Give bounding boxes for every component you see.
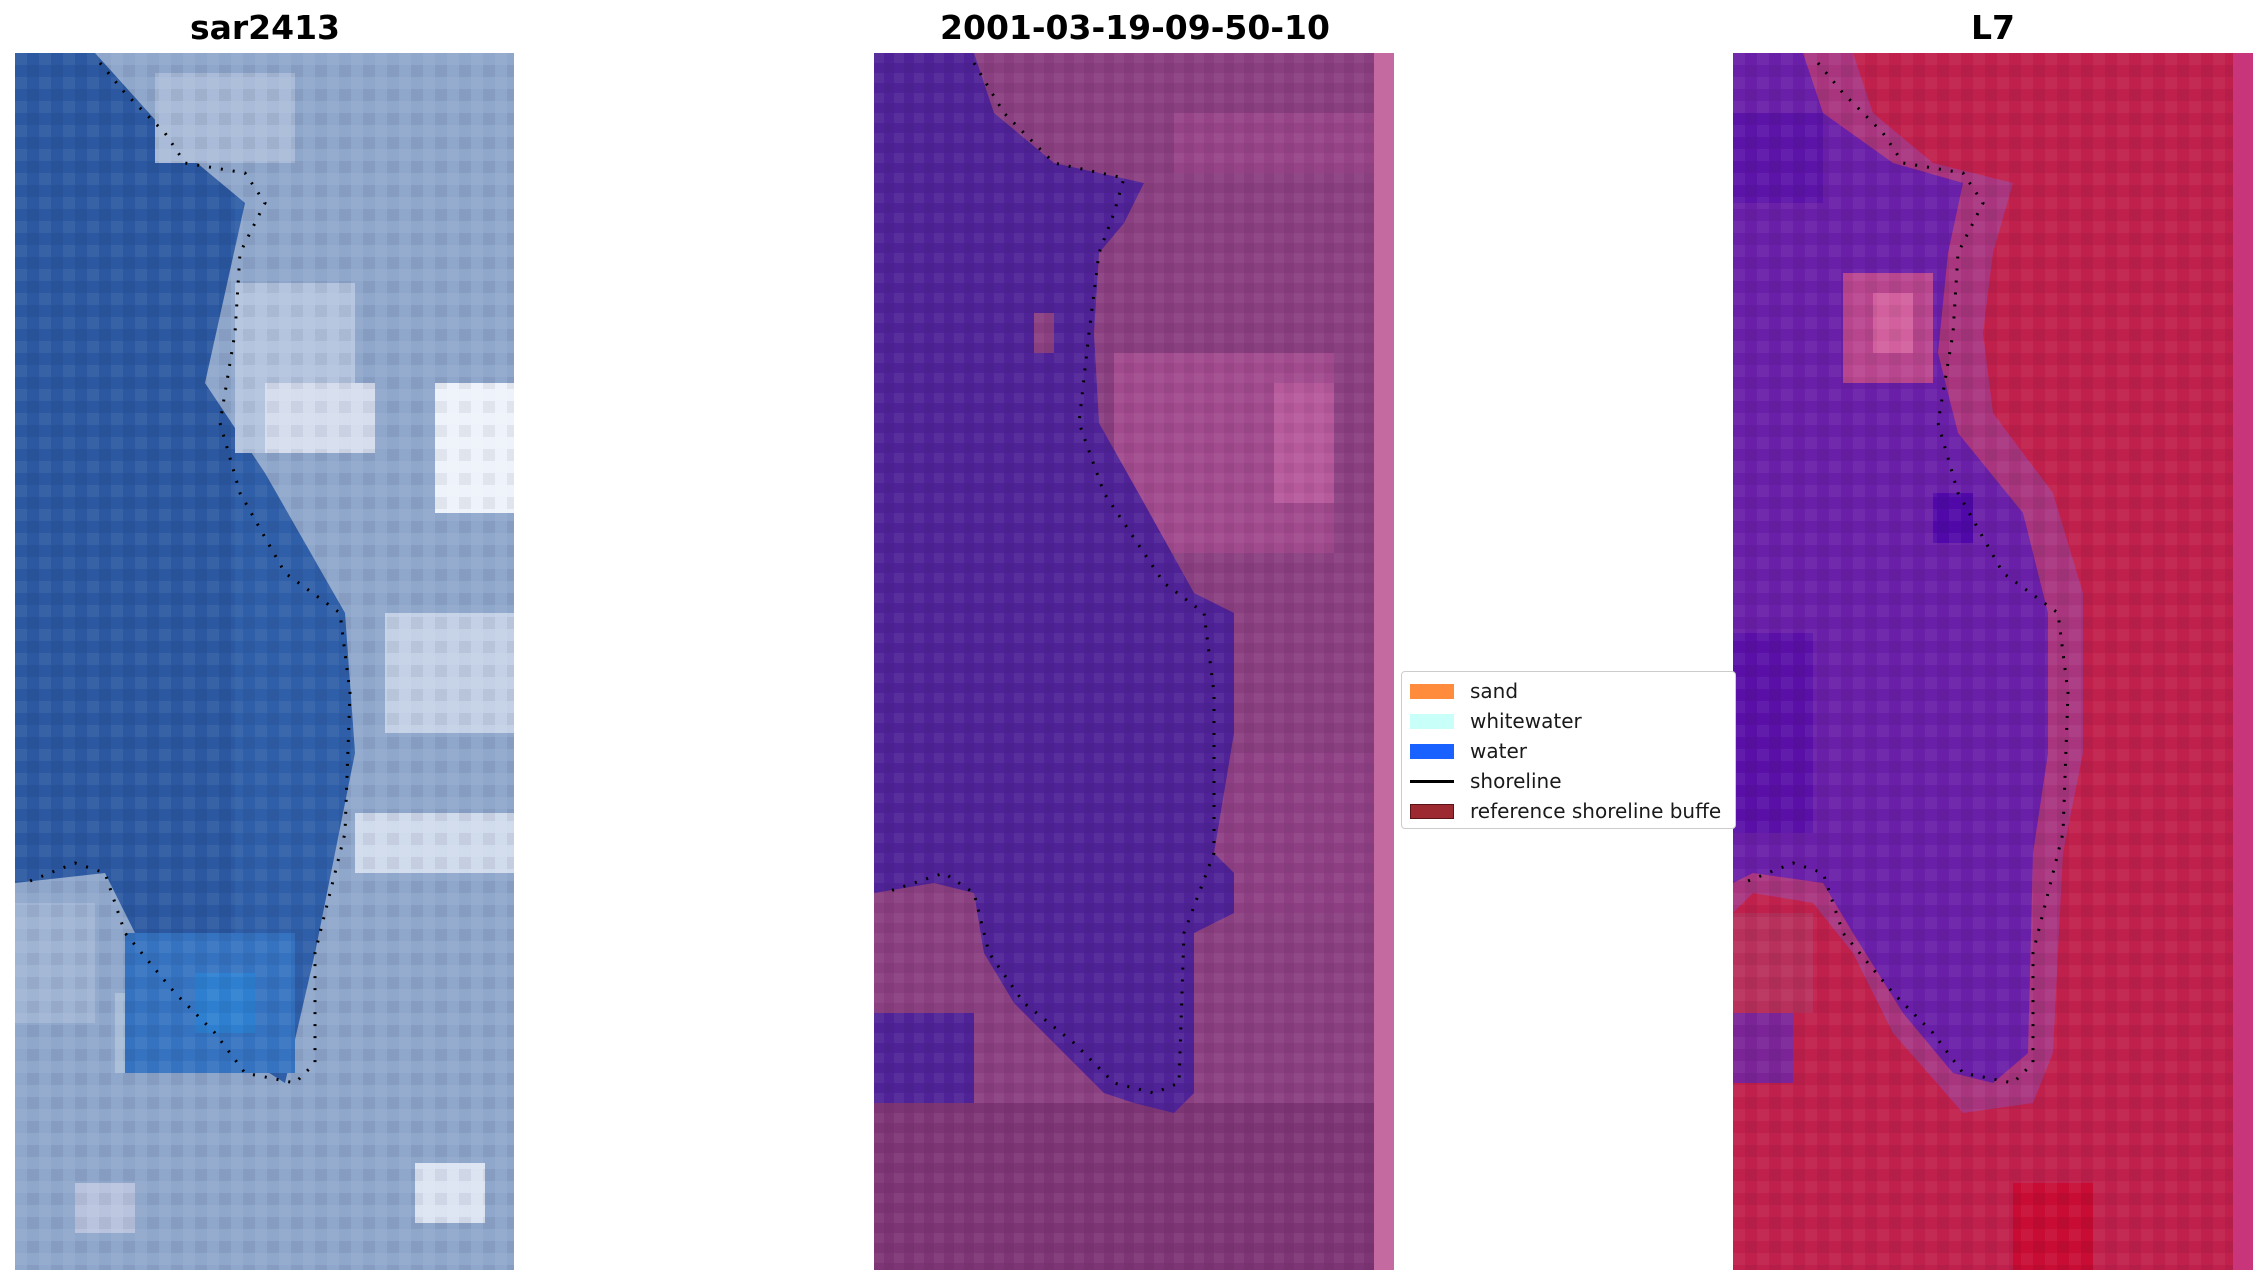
whitewater-swatch xyxy=(1410,713,1454,729)
legend-label-shoreline: shoreline xyxy=(1470,769,1562,793)
legend-item-reference-buffer: reference shoreline buffe xyxy=(1410,797,1721,825)
legend-label-sand: sand xyxy=(1470,679,1519,703)
legend-item-water: water xyxy=(1410,737,1527,765)
panel-title-date: 2001-03-19-09-50-10 xyxy=(940,8,1330,47)
legend-label-whitewater: whitewater xyxy=(1470,709,1582,733)
legend-item-shoreline: shoreline xyxy=(1410,767,1562,795)
classified-image xyxy=(874,53,1394,1270)
legend-label-reference-buffer: reference shoreline buffe xyxy=(1470,799,1722,823)
reference-buffer-swatch xyxy=(1410,803,1454,819)
l7-index-image xyxy=(1733,53,2253,1270)
legend: sand whitewater water shoreline referenc… xyxy=(1401,671,1736,829)
water-swatch xyxy=(1410,743,1454,759)
panel-title-l7: L7 xyxy=(1971,8,2015,47)
legend-label-water: water xyxy=(1470,739,1527,763)
panel-title-sar: sar2413 xyxy=(189,8,341,47)
legend-item-whitewater: whitewater xyxy=(1410,707,1582,735)
legend-item-sand: sand xyxy=(1410,677,1518,705)
shoreline-line-swatch xyxy=(1410,779,1454,783)
sand-swatch xyxy=(1410,683,1454,699)
rgb-satellite-image xyxy=(15,53,514,1270)
